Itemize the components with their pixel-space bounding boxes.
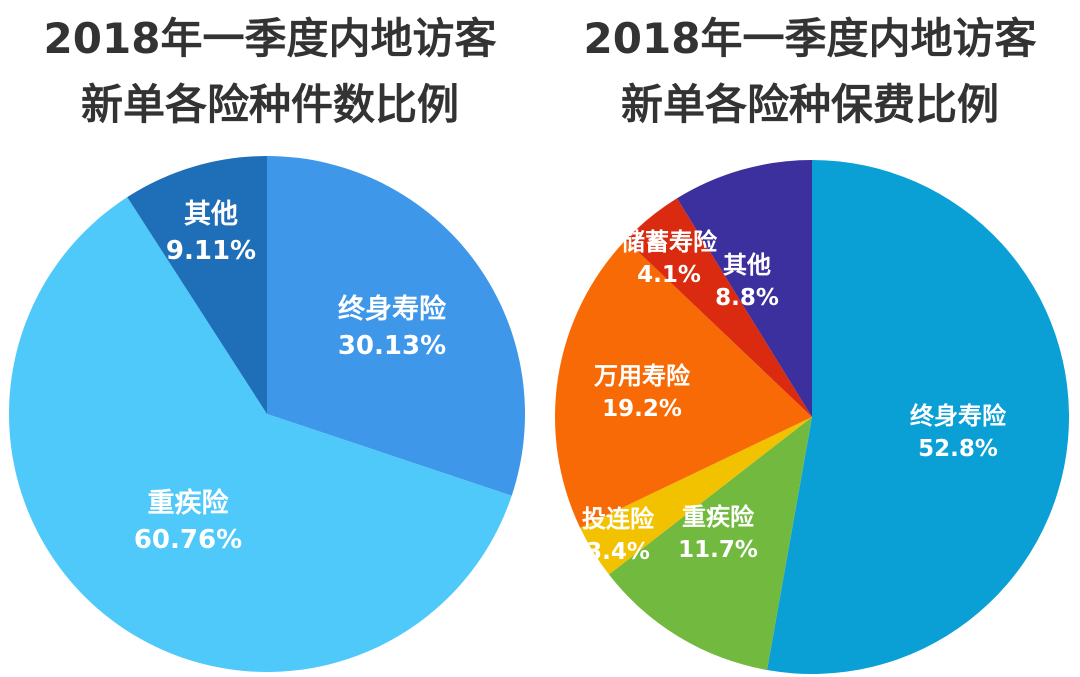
pie-slice-2 — [8, 197, 512, 672]
chart-title-line1: 2018年一季度内地访客 — [583, 14, 1037, 63]
slice-value-label: 4.1% — [637, 262, 701, 288]
pie-slice-4 — [554, 239, 812, 528]
slice-name-label: 终身寿险 — [338, 293, 447, 325]
pie-slice-5 — [625, 198, 812, 417]
slice-value-label: 9.11% — [166, 236, 256, 266]
slice-name-label: 其他 — [184, 199, 238, 230]
slice-value-label: 60.76% — [134, 525, 242, 555]
chart-title-line1: 2018年一季度内地访客 — [43, 14, 497, 63]
pie-slice-1 — [767, 160, 1070, 674]
slice-value-label: 3.4% — [586, 539, 650, 565]
pie-slice-6 — [677, 160, 812, 417]
slice-name-label: 重疾险 — [148, 487, 230, 519]
slice-name-label: 重疾险 — [682, 503, 755, 531]
slice-name-label: 万用寿险 — [594, 362, 691, 390]
slice-value-label: 52.8% — [918, 436, 998, 462]
slice-name-label: 投连险 — [582, 505, 655, 533]
pie-chart-premium: 终身寿险 52.8% 重疾险 11.7% 投连险 3.4% 万用寿险 19.2% 储蓄寿险 4.1… — [554, 160, 1070, 674]
slice-value-label: 19.2% — [602, 396, 682, 422]
slice-value-label: 8.8% — [715, 285, 779, 311]
pie-slice-3 — [127, 156, 267, 414]
slice-name-label: 储蓄寿险 — [621, 228, 718, 256]
slice-name-label: 其他 — [723, 251, 771, 279]
pie-slice-1 — [267, 156, 525, 496]
chart-panel-count: 2018年一季度内地访客 新单各险种件数比例 终身寿险 30.13% 重疾险 60.7… — [8, 14, 525, 672]
pie-slice-3 — [580, 417, 812, 575]
pie-slice-2 — [608, 417, 812, 671]
pie-chart-count: 终身寿险 30.13% 重疾险 60.76% 其他 9.11% — [8, 156, 525, 672]
slice-value-label: 30.13% — [338, 331, 446, 361]
chart-title-line2: 新单各险种保费比例 — [620, 80, 999, 129]
chart-panel-premium: 2018年一季度内地访客 新单各险种保费比例 终身寿险 52.8% 重疾险 11.7%… — [540, 0, 1080, 677]
slice-value-label: 11.7% — [678, 537, 758, 563]
chart-title-line2: 新单各险种件数比例 — [80, 80, 459, 129]
slice-name-label: 终身寿险 — [910, 402, 1007, 430]
